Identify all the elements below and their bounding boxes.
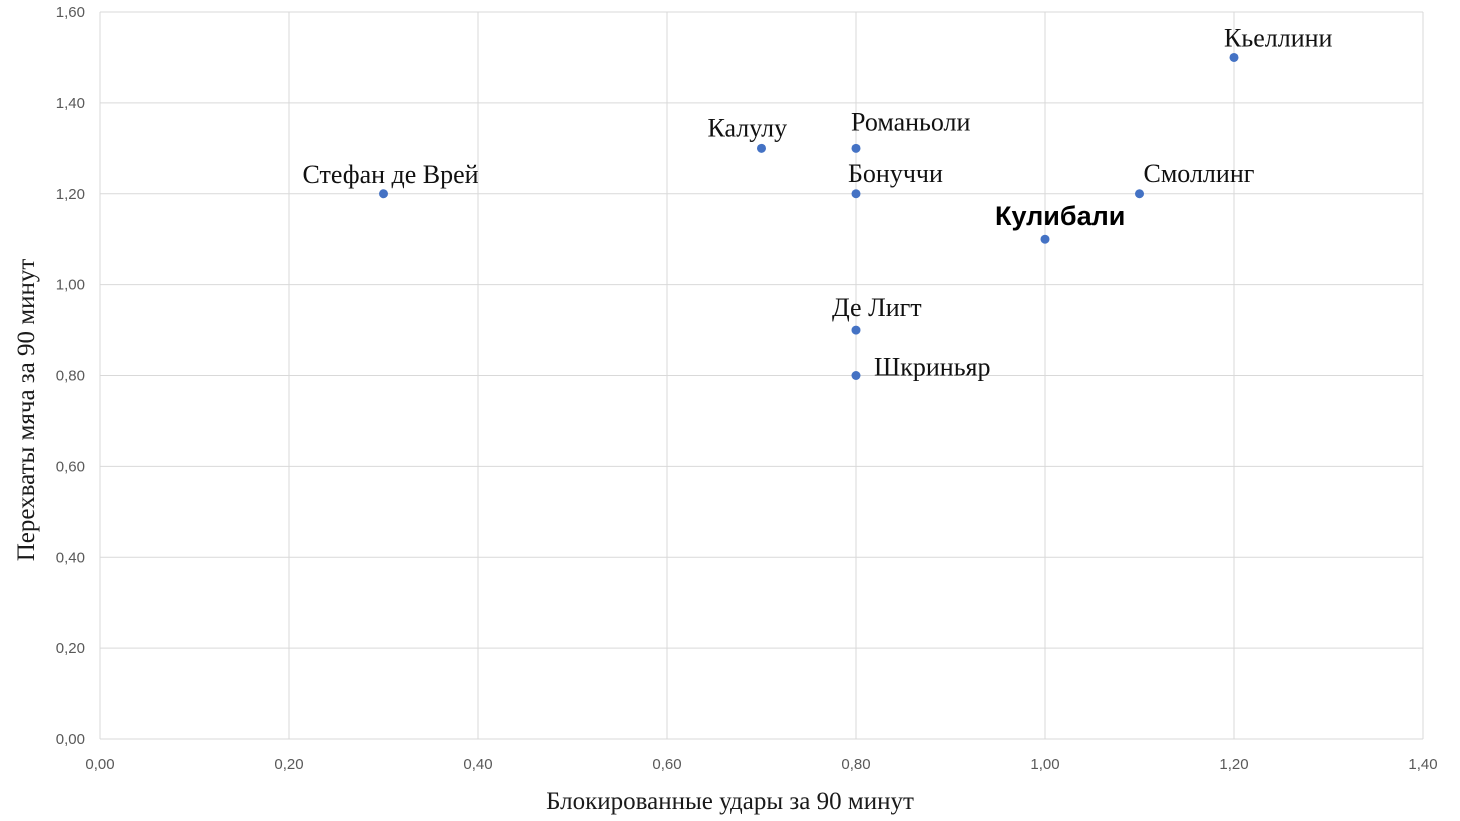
x-tick-label: 0,40 bbox=[463, 756, 492, 773]
x-axis-title: Блокированные удары за 90 минут bbox=[546, 788, 914, 815]
data-point bbox=[1040, 234, 1050, 244]
y-tick-label: 1,60 bbox=[56, 4, 85, 21]
point-label: Стефан де Врей bbox=[303, 160, 479, 189]
tick-labels: 0,00 0,20 0,40 0,60 0,80 1,00 1,20 1,40 0,00 0,20… bbox=[56, 4, 1438, 773]
x-tick-label: 0,20 bbox=[274, 756, 303, 773]
point-label: Шкриньяр bbox=[874, 353, 991, 382]
x-tick-label: 1,40 bbox=[1408, 756, 1437, 773]
x-tick-label: 0,80 bbox=[841, 756, 870, 773]
point-label: Романьоли bbox=[851, 107, 971, 136]
point-label: Смоллинг bbox=[1144, 159, 1255, 188]
data-point bbox=[851, 143, 861, 153]
data-point bbox=[851, 371, 861, 380]
y-tick-label: 1,40 bbox=[56, 95, 85, 112]
data-points bbox=[379, 52, 1239, 380]
x-tick-label: 1,20 bbox=[1219, 756, 1248, 773]
data-point bbox=[851, 325, 861, 335]
point-label: Калулу bbox=[708, 113, 788, 142]
y-tick-label: 0,20 bbox=[56, 640, 85, 657]
data-point bbox=[1135, 189, 1144, 199]
point-label: Кулибали bbox=[995, 201, 1125, 231]
y-tick-label: 0,40 bbox=[56, 549, 85, 566]
gridlines bbox=[99, 11, 1424, 740]
data-point bbox=[1229, 52, 1239, 62]
y-tick-label: 0,60 bbox=[56, 458, 85, 475]
data-point bbox=[757, 143, 766, 153]
y-tick-label: 0,00 bbox=[56, 731, 85, 748]
y-axis-title: Перехваты мяча за 90 минут bbox=[13, 259, 40, 562]
data-point bbox=[379, 189, 388, 199]
point-label: Кьеллини bbox=[1224, 23, 1333, 52]
point-labels: Стефан де Врей Калулу Романьоли Бонуччи Де Л… bbox=[303, 23, 1333, 381]
y-tick-label: 1,00 bbox=[56, 277, 85, 294]
y-tick-label: 0,80 bbox=[56, 368, 85, 385]
x-tick-label: 1,00 bbox=[1030, 756, 1059, 773]
y-tick-label: 1,20 bbox=[56, 186, 85, 203]
point-label: Де Лигт bbox=[832, 293, 922, 322]
data-point bbox=[851, 189, 861, 199]
x-tick-label: 0,60 bbox=[652, 756, 681, 773]
point-label: Бонуччи bbox=[848, 159, 943, 188]
x-tick-label: 0,00 bbox=[85, 756, 114, 773]
